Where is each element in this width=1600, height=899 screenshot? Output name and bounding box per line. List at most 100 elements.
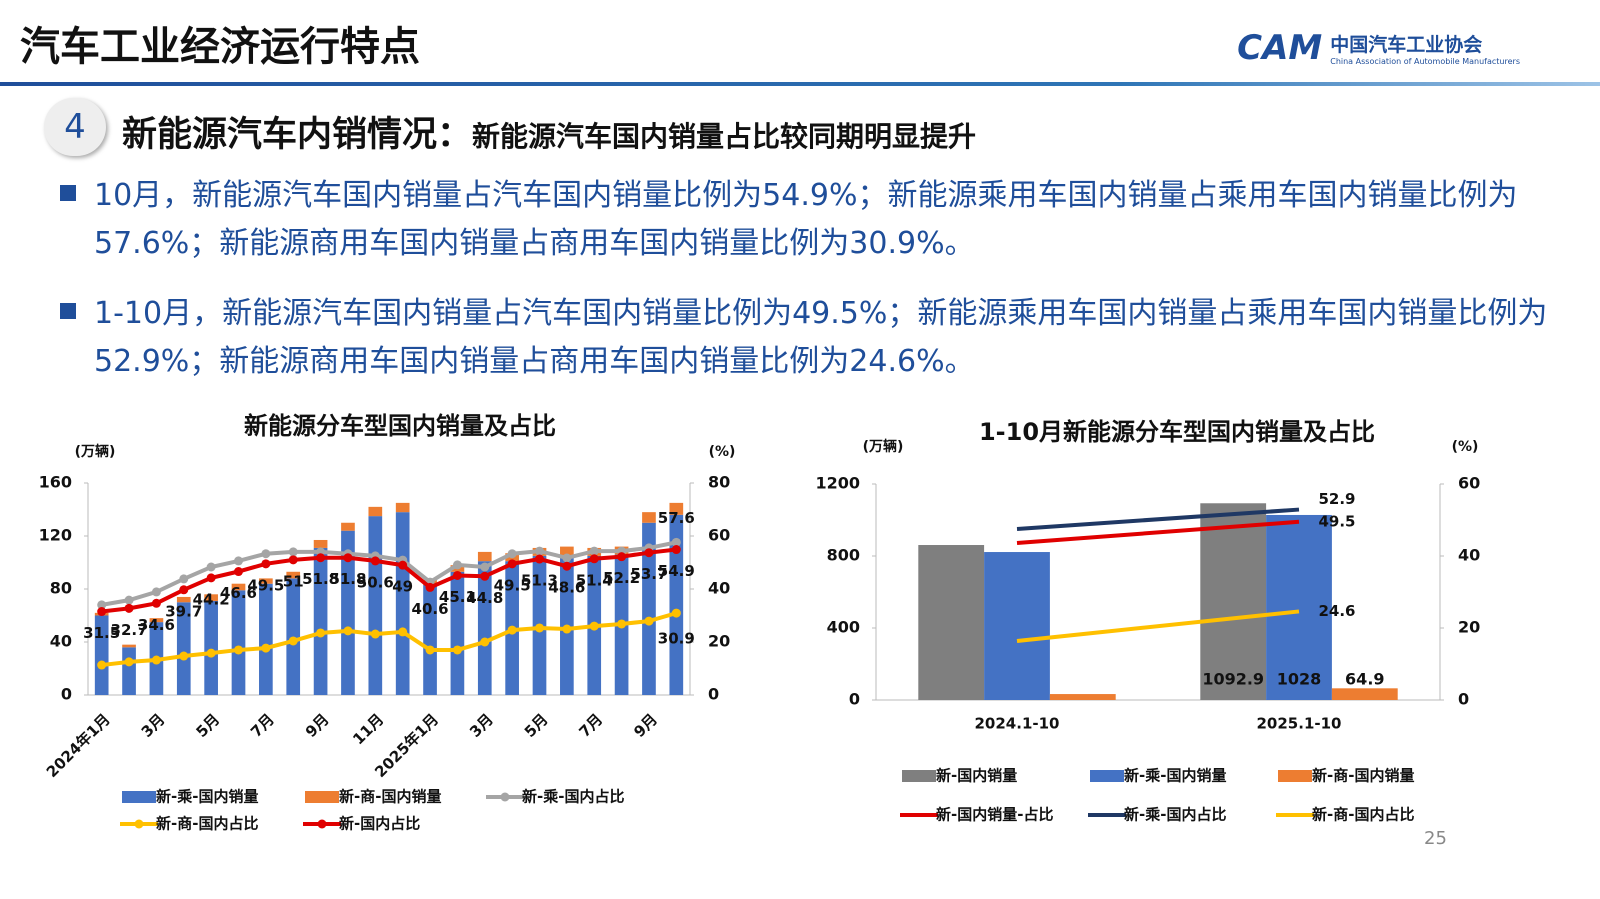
line-marker [480, 562, 490, 572]
bar [642, 522, 656, 695]
section-number: 4 [44, 98, 106, 156]
line-marker [234, 556, 243, 566]
line-value-label: 57.6 [658, 509, 695, 527]
bar [368, 506, 383, 517]
legend-label: 新-乘-国内销量 [1124, 767, 1226, 785]
line-marker [316, 628, 326, 638]
bar [1331, 688, 1398, 700]
line-marker [507, 625, 517, 635]
x-tick-label: 3月 [466, 710, 497, 741]
bar [204, 600, 218, 695]
line-marker [179, 574, 189, 584]
logo-cn: 中国汽车工业协会 [1330, 34, 1483, 56]
line-value-label: 48.6 [548, 579, 585, 597]
bar [1266, 514, 1332, 700]
bar [313, 539, 328, 548]
line-value-label: 34.6 [138, 616, 175, 634]
line [101, 611, 677, 668]
line-marker [261, 549, 271, 559]
chart-title: 1-10月新能源分车型国内销量及占比 [979, 418, 1375, 446]
legend-label: 新-国内销量-占比 [936, 806, 1053, 824]
bar [395, 502, 410, 513]
line-value-label: 52.9 [1318, 490, 1355, 508]
bar-value-label: 64.9 [1345, 670, 1384, 689]
line-marker [124, 595, 134, 605]
y-axis-unit: (万辆) [863, 438, 904, 455]
bar [94, 615, 109, 695]
line-marker [206, 648, 216, 658]
line-value-label: 49.5 [1318, 512, 1355, 530]
line [1016, 609, 1300, 643]
y-tick-label: 1200 [815, 474, 860, 493]
line-value-label: 53.7 [630, 565, 667, 583]
bar [176, 602, 191, 695]
y2-tick-label: 40 [708, 579, 730, 598]
y-tick-label: 120 [39, 526, 72, 545]
line-marker [179, 651, 189, 661]
line-value-label: 49.5 [494, 576, 531, 594]
line-marker [589, 554, 599, 564]
line-value-label: 45.1 [439, 588, 476, 606]
logo-en: China Association of Automobile Manufact… [1330, 57, 1520, 66]
bar [231, 583, 246, 591]
legend-label: 新-商-国内占比 [1312, 806, 1414, 824]
bar [313, 547, 328, 695]
bar [122, 647, 136, 695]
line-value-label: 51.3 [521, 572, 558, 590]
line-marker [179, 585, 189, 595]
legend-swatch [317, 819, 327, 829]
line-marker [507, 559, 517, 569]
line-value-label: 24.6 [1318, 602, 1355, 620]
line-marker [589, 546, 599, 556]
header-rule [0, 82, 1600, 86]
bar [231, 590, 246, 695]
logo-mark: CAM [1237, 28, 1323, 68]
x-tick-label: 5月 [192, 710, 223, 741]
line-marker [644, 548, 654, 558]
line-value-label: 44.8 [466, 589, 503, 607]
line-value-label: 52.2 [603, 569, 640, 587]
line-marker [562, 624, 572, 634]
line [101, 547, 677, 614]
bar [918, 545, 985, 700]
x-tick-label: 7月 [247, 710, 278, 741]
line-value-label: 40.6 [412, 600, 449, 618]
y2-tick-label: 0 [1458, 690, 1469, 709]
bar [341, 530, 355, 695]
bar [395, 512, 410, 695]
y2-tick-label: 20 [708, 632, 730, 651]
line-marker [425, 645, 435, 655]
slide-title: 汽车工业经济运行特点 [20, 24, 420, 70]
bar [259, 583, 273, 695]
legend-label: 新-国内占比 [339, 815, 420, 833]
x-tick-label: 7月 [576, 710, 607, 741]
legend-label: 新-乘-国内占比 [522, 788, 624, 806]
line-marker [206, 562, 216, 572]
y2-tick-label: 20 [1458, 618, 1480, 637]
y2-tick-label: 40 [1458, 546, 1480, 565]
line-marker [151, 598, 161, 608]
line-marker [644, 616, 654, 626]
legend-swatch [1090, 770, 1124, 782]
line-marker [151, 655, 161, 665]
y2-tick-label: 80 [708, 473, 730, 492]
line-value-label: 31.5 [83, 624, 120, 642]
bar [477, 561, 492, 695]
bar [477, 551, 492, 562]
line-value-label: 32.7 [111, 621, 148, 639]
y-tick-label: 160 [39, 473, 72, 492]
bar [423, 585, 437, 695]
line-marker [480, 571, 490, 581]
line-marker [589, 621, 599, 631]
x-tick-label: 3月 [138, 710, 169, 741]
line-value-label: 51.8 [302, 570, 339, 588]
line-value-label: 44.2 [193, 590, 230, 608]
legend-label: 新-乘-国内销量 [156, 788, 258, 806]
line [1016, 507, 1300, 531]
line-marker [97, 660, 107, 670]
bar [669, 502, 684, 515]
line-marker [535, 623, 544, 633]
line-value-label: 51.4 [576, 571, 613, 589]
